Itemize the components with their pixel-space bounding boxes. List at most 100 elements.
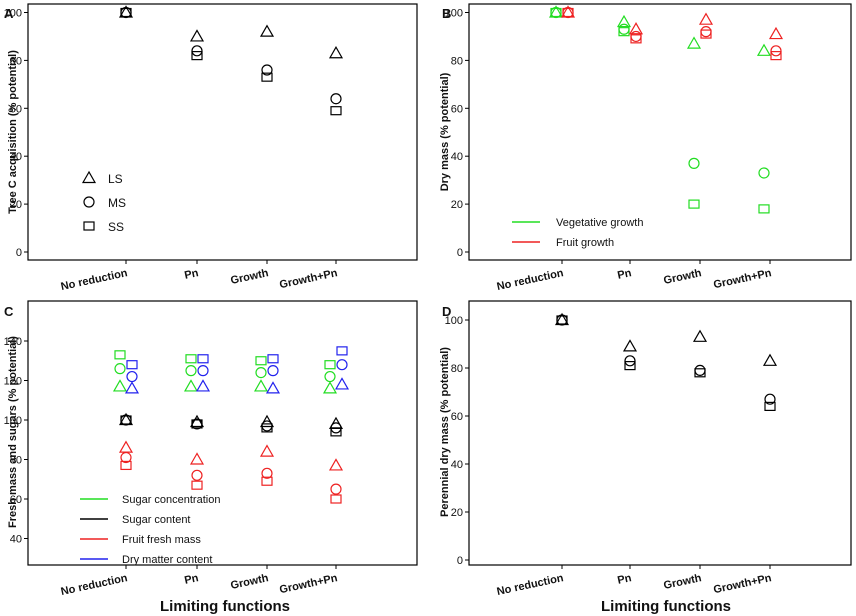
legend-label: Vegetative growth (556, 217, 643, 229)
legend-label: MS (108, 196, 126, 210)
panel-a: A Tree C acquisition (% potential) 0 20 40 60… (4, 3, 418, 293)
legend-marker (83, 196, 95, 208)
data-point (692, 329, 708, 342)
x-axis-label-right: Limiting functions (601, 598, 731, 615)
x-tick-label: Growth+Pn (712, 267, 772, 291)
data-point (189, 452, 205, 465)
data-point (114, 350, 126, 360)
data-point (112, 379, 128, 392)
data-point (330, 494, 342, 504)
data-point (624, 355, 636, 367)
data-point (624, 361, 636, 371)
plot-frame (468, 3, 852, 261)
x-tick-label: Growth+Pn (278, 572, 338, 596)
data-point (191, 419, 203, 429)
data-point (336, 346, 348, 356)
data-point (330, 106, 342, 116)
panel-c: C Fresh mass and sugars (% potential) 40 60… (4, 300, 418, 598)
y-tick-label: 40 (10, 151, 22, 163)
data-point (756, 43, 772, 56)
data-point (336, 359, 348, 371)
data-point (758, 167, 770, 179)
data-point (694, 368, 706, 378)
y-tick-label: 80 (451, 55, 463, 67)
data-point (618, 27, 630, 37)
data-point (191, 45, 203, 57)
data-point (770, 51, 782, 61)
data-point (120, 415, 132, 425)
y-tick-label: 0 (457, 555, 463, 567)
data-point (253, 379, 269, 392)
data-point (762, 353, 778, 366)
data-point (255, 356, 267, 366)
data-point (758, 204, 770, 214)
data-point (616, 14, 632, 28)
legend-label: Dry matter content (122, 554, 212, 566)
data-point (120, 7, 132, 18)
x-axis-label-left: Limiting functions (160, 598, 290, 615)
legend-label: Fruit fresh mass (122, 534, 201, 546)
y-tick-label: 140 (4, 336, 22, 348)
data-point (764, 393, 776, 405)
y-tick-label: 40 (10, 534, 22, 546)
x-tick-label: Pn (616, 572, 633, 587)
data-point (120, 460, 132, 471)
data-point (556, 315, 568, 325)
y-tick-label: 80 (451, 363, 463, 375)
data-point (622, 339, 638, 352)
y-tick-label: 100 (4, 415, 22, 427)
x-tick-label: Growth (662, 267, 702, 287)
data-point (183, 379, 199, 392)
data-point (686, 36, 702, 49)
panel-label: A (4, 6, 14, 21)
legend-label: LS (108, 172, 123, 186)
y-tick-label: 0 (457, 247, 463, 259)
data-point (114, 363, 126, 375)
data-point (324, 360, 336, 370)
data-point (770, 45, 782, 57)
data-point (261, 476, 273, 486)
data-point (261, 467, 273, 479)
data-point (324, 370, 336, 383)
data-point (185, 354, 197, 364)
y-tick-label: 40 (451, 151, 463, 163)
data-point (118, 440, 134, 453)
data-point (191, 480, 203, 490)
data-point (195, 379, 211, 392)
data-point (197, 354, 209, 364)
y-tick-label: 100 (4, 8, 22, 20)
y-axis-label: Tree C acquisition (% potential) (7, 50, 19, 214)
data-point (261, 64, 273, 76)
data-point (628, 22, 644, 35)
data-point (330, 93, 342, 105)
panel-label: D (442, 304, 451, 319)
x-tick-label: Growth (662, 572, 702, 592)
y-tick-label: 20 (10, 199, 22, 211)
data-point (550, 7, 562, 18)
y-tick-label: 60 (10, 494, 22, 506)
data-point (768, 26, 784, 40)
data-point (328, 46, 344, 59)
y-axis-label: Perennial dry mass (% potential) (439, 347, 451, 517)
x-tick-label: Growth+Pn (712, 572, 772, 596)
data-point (267, 354, 279, 364)
data-point (698, 12, 714, 25)
panel-label: B (442, 6, 451, 21)
x-tick-label: Pn (183, 572, 200, 587)
data-point (562, 7, 574, 18)
data-point (185, 365, 197, 377)
legend-marker (81, 170, 97, 184)
data-point (126, 360, 138, 370)
x-tick-label: Growth (229, 267, 269, 287)
data-point (618, 23, 630, 35)
plot-frame (27, 3, 418, 261)
y-tick-label: 100 (445, 315, 463, 327)
data-point (189, 29, 205, 42)
data-point (265, 381, 281, 394)
data-point (630, 34, 642, 44)
y-tick-label: 80 (10, 455, 22, 467)
y-tick-label: 60 (451, 103, 463, 115)
data-point (328, 458, 344, 471)
y-tick-label: 20 (451, 507, 463, 519)
